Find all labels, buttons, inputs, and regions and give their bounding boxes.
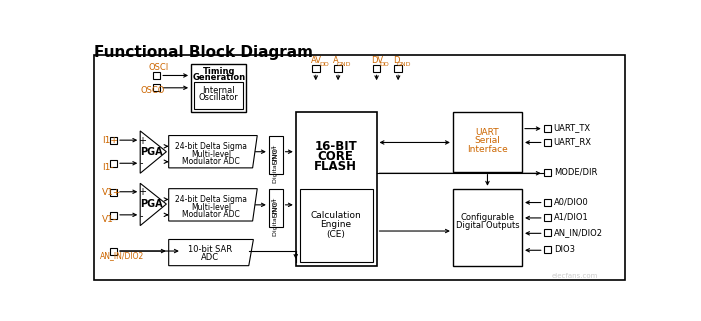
Text: GND: GND: [397, 62, 411, 67]
Text: +: +: [137, 136, 146, 146]
Text: -: -: [140, 211, 144, 221]
Text: A1/DIO1: A1/DIO1: [554, 213, 588, 222]
Text: Modulator ADC: Modulator ADC: [182, 210, 240, 219]
Polygon shape: [140, 183, 166, 226]
Text: I1-: I1-: [102, 163, 114, 172]
Bar: [544, 199, 550, 206]
Polygon shape: [169, 135, 257, 168]
Polygon shape: [140, 131, 166, 173]
Bar: [453, 189, 522, 266]
Text: FLASH: FLASH: [314, 160, 358, 173]
Text: ADC: ADC: [201, 253, 219, 262]
Text: Multi-level: Multi-level: [191, 150, 231, 159]
Text: +: +: [137, 187, 146, 197]
Bar: [194, 82, 243, 108]
Bar: [110, 189, 117, 195]
Text: MODE/DIR: MODE/DIR: [554, 168, 597, 177]
Text: D: D: [393, 56, 400, 65]
Text: A0/DIO0: A0/DIO0: [554, 197, 588, 206]
Bar: [153, 73, 161, 79]
Text: 24-bit Delta Sigma: 24-bit Delta Sigma: [175, 195, 247, 204]
Text: Modulator ADC: Modulator ADC: [182, 157, 240, 166]
Text: Interface: Interface: [467, 145, 508, 154]
Text: I1+: I1+: [102, 136, 118, 145]
Text: AN_IN/DIO2: AN_IN/DIO2: [554, 228, 603, 237]
Text: Configurable: Configurable: [461, 213, 515, 222]
Text: DV: DV: [372, 56, 383, 65]
Text: SINC³: SINC³: [273, 198, 279, 218]
Text: UART_TX: UART_TX: [554, 123, 591, 132]
Text: AN_IN/DIO2: AN_IN/DIO2: [100, 251, 144, 260]
Bar: [334, 65, 342, 73]
Text: OSCI: OSCI: [149, 63, 169, 72]
Bar: [544, 169, 550, 176]
Text: Oscillator: Oscillator: [199, 92, 238, 101]
Text: UART: UART: [476, 128, 499, 137]
Text: V1+: V1+: [102, 188, 121, 197]
Bar: [544, 247, 550, 253]
Polygon shape: [169, 239, 253, 266]
Bar: [110, 160, 117, 167]
Bar: [394, 65, 402, 73]
Text: Digital Outputs: Digital Outputs: [456, 221, 519, 230]
Text: 16-BIT: 16-BIT: [315, 140, 357, 153]
Bar: [191, 64, 247, 112]
Bar: [268, 189, 283, 227]
Bar: [373, 65, 381, 73]
Text: 24-bit Delta Sigma: 24-bit Delta Sigma: [175, 142, 247, 151]
Text: GND: GND: [336, 62, 351, 67]
Text: Digital Filter: Digital Filter: [273, 198, 278, 236]
Polygon shape: [169, 189, 257, 221]
Bar: [544, 139, 550, 145]
Text: Generation: Generation: [192, 73, 245, 82]
Text: Engine: Engine: [320, 220, 351, 230]
Text: Internal: Internal: [203, 86, 235, 95]
Text: DD: DD: [380, 62, 390, 67]
Text: DD: DD: [320, 62, 329, 67]
Text: elecfans.com: elecfans.com: [551, 273, 598, 279]
Text: OSCO: OSCO: [140, 86, 165, 95]
Text: PGA: PGA: [139, 199, 163, 209]
Text: CORE: CORE: [318, 150, 354, 163]
Text: Timing: Timing: [203, 67, 235, 76]
Text: Multi-level: Multi-level: [191, 203, 231, 212]
Text: Calculation: Calculation: [311, 211, 361, 220]
Text: (CE): (CE): [327, 230, 345, 239]
Text: A: A: [333, 56, 339, 65]
Bar: [110, 137, 117, 144]
Text: UART_RX: UART_RX: [554, 137, 592, 146]
Bar: [153, 84, 161, 91]
Text: AV: AV: [311, 56, 322, 65]
Bar: [110, 212, 117, 219]
Bar: [453, 112, 522, 172]
Bar: [296, 112, 376, 266]
Bar: [299, 189, 373, 262]
Bar: [268, 135, 283, 174]
Text: -: -: [140, 158, 144, 168]
Text: Digital Filter: Digital Filter: [273, 145, 278, 183]
Text: Functional Block Diagram: Functional Block Diagram: [94, 45, 313, 60]
Text: SINC³: SINC³: [273, 145, 279, 164]
Bar: [544, 214, 550, 221]
Text: 10-bit SAR: 10-bit SAR: [188, 245, 232, 254]
Bar: [312, 65, 320, 73]
Text: V1-: V1-: [102, 215, 117, 224]
Bar: [110, 248, 117, 255]
Text: Serial: Serial: [475, 136, 501, 145]
Text: PGA: PGA: [139, 147, 163, 157]
Text: DIO3: DIO3: [554, 245, 575, 254]
Bar: [544, 230, 550, 236]
Bar: [544, 125, 550, 132]
